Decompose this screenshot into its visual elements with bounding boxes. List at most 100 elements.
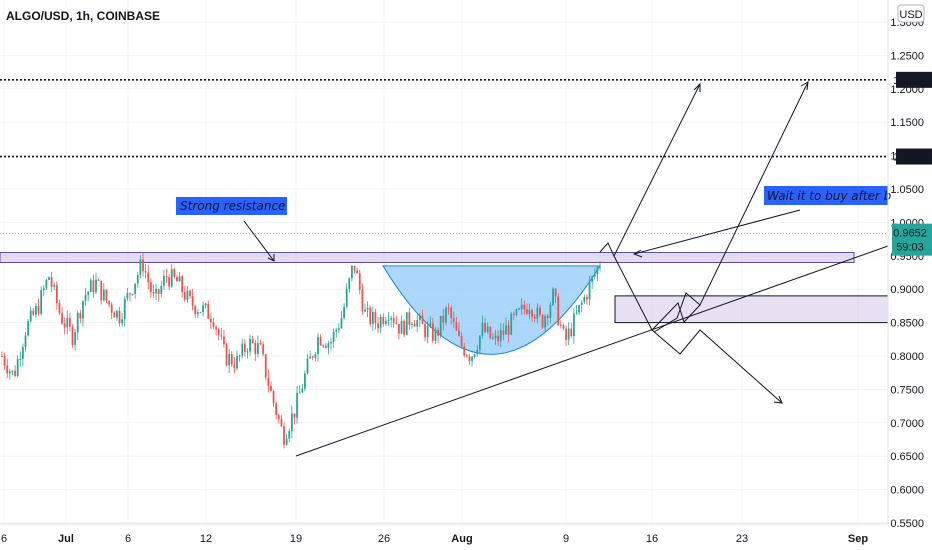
candle-body xyxy=(68,317,71,327)
arrow-head-3 xyxy=(800,81,809,91)
candle-body xyxy=(301,388,304,393)
candle-body xyxy=(254,342,257,354)
candle-body xyxy=(42,288,45,291)
candle-body xyxy=(544,316,547,328)
time-axis[interactable]: 6 Jul 6 12 19 26 Aug 9 16 23 Sep xyxy=(0,523,888,545)
candle-body xyxy=(353,265,356,271)
candle-body xyxy=(264,354,267,378)
candle-body xyxy=(426,326,429,338)
candle-body xyxy=(191,296,194,306)
support-zone xyxy=(614,295,889,324)
candle-body xyxy=(572,313,575,336)
y-tick-label: 1.1500 xyxy=(890,117,924,129)
candle-body xyxy=(121,319,124,324)
level-price-text: 1.0986 xyxy=(893,152,927,164)
candle-body xyxy=(139,259,142,275)
candle-body xyxy=(442,315,445,323)
candle-body xyxy=(6,365,9,374)
candle-body xyxy=(559,324,562,326)
buy-note-pointer xyxy=(633,209,801,255)
y-tick-label: 0.5500 xyxy=(890,518,924,530)
candle-body xyxy=(416,320,419,327)
y-tick-label: 0.8500 xyxy=(890,318,924,330)
annotation-labels: Strong resistance Wait it to buy after b xyxy=(176,186,892,215)
candle-body xyxy=(599,266,601,268)
candle-body xyxy=(87,291,90,296)
candle-body xyxy=(50,277,53,287)
candle-body xyxy=(536,307,539,319)
x-tick-label: 23 xyxy=(736,533,748,545)
candle-body xyxy=(262,344,265,355)
candle-body xyxy=(478,335,481,350)
candle-body xyxy=(183,292,186,300)
candle-body xyxy=(24,335,27,348)
candle-body xyxy=(225,344,228,366)
bullish-path-arrow-1 xyxy=(599,83,701,258)
currency-badge[interactable]: USD xyxy=(897,4,925,23)
candle-body xyxy=(207,303,210,319)
candle-body xyxy=(306,358,309,374)
candle-body xyxy=(202,305,204,313)
candle-body xyxy=(531,310,534,317)
candle-body xyxy=(351,265,353,279)
candle-body xyxy=(27,321,30,336)
current-price-tag xyxy=(892,223,932,256)
candle-body xyxy=(238,355,241,357)
candle-body xyxy=(489,326,492,339)
candle-body xyxy=(463,345,466,356)
y-tick-label: 0.8000 xyxy=(890,351,924,363)
candle-body xyxy=(105,289,108,301)
candle-body xyxy=(332,331,335,342)
x-tick-label: 12 xyxy=(200,533,212,545)
candle-body xyxy=(84,295,87,301)
candle-body xyxy=(204,303,207,306)
candle-body xyxy=(319,337,322,346)
candle-body xyxy=(19,358,22,360)
candle-body xyxy=(288,431,291,439)
candle-body xyxy=(369,307,372,325)
candle-body xyxy=(29,310,32,322)
candle-body xyxy=(311,356,314,358)
candle-body xyxy=(8,371,11,374)
cup-and-handle-shape xyxy=(382,265,601,355)
candle-body xyxy=(79,312,82,319)
strong-resistance-label-bg xyxy=(176,197,287,215)
x-tick-label: 19 xyxy=(290,533,302,545)
candle-body xyxy=(118,310,121,324)
candle-body xyxy=(348,278,351,290)
candle-body xyxy=(494,335,497,339)
candle-body xyxy=(499,330,502,342)
candlestick-series xyxy=(1,252,601,449)
candle-body xyxy=(371,311,374,325)
x-tick-label: 26 xyxy=(378,533,390,545)
candle-body xyxy=(215,326,218,330)
x-tick-label: 9 xyxy=(563,533,569,545)
candle-body xyxy=(565,328,567,340)
candle-body xyxy=(270,385,272,391)
candle-body xyxy=(476,349,479,355)
candle-body xyxy=(322,345,325,347)
candle-body xyxy=(210,318,212,323)
candle-body xyxy=(102,289,105,301)
candle-body xyxy=(377,323,379,329)
candle-body xyxy=(223,336,225,345)
candle-body xyxy=(178,276,181,282)
candle-body xyxy=(277,415,280,420)
candle-body xyxy=(366,307,369,310)
candle-body xyxy=(3,356,6,366)
candle-body xyxy=(434,329,437,341)
candle-body xyxy=(290,413,293,432)
candle-body xyxy=(455,321,458,331)
candle-body xyxy=(309,356,312,359)
candle-body xyxy=(176,276,178,282)
candle-body xyxy=(173,269,176,277)
x-tick-label: 16 xyxy=(646,533,658,545)
candle-body xyxy=(285,438,288,445)
candle-body xyxy=(356,270,359,274)
price-axis[interactable]: 1.30001.25001.20001.15001.10001.05001.00… xyxy=(887,0,932,530)
candle-body xyxy=(390,317,392,320)
candle-body xyxy=(588,282,591,300)
candle-body xyxy=(418,315,421,321)
candle-body xyxy=(149,282,152,292)
